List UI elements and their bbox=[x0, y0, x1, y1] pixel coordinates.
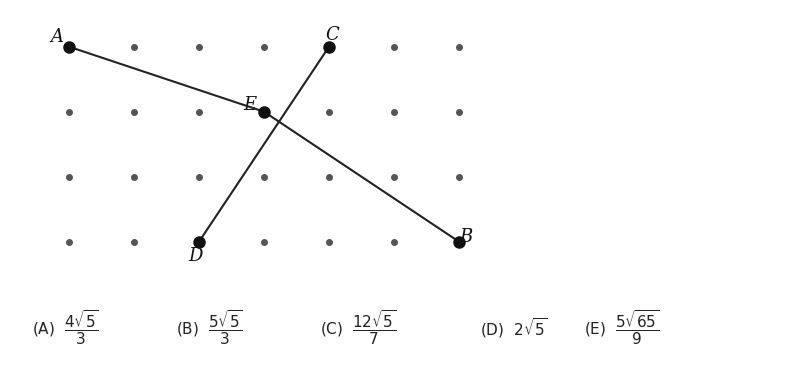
Text: E: E bbox=[243, 96, 256, 114]
Text: (C)  $\dfrac{12\sqrt{5}}{7}$: (C) $\dfrac{12\sqrt{5}}{7}$ bbox=[320, 308, 397, 347]
Text: (B)  $\dfrac{5\sqrt{5}}{3}$: (B) $\dfrac{5\sqrt{5}}{3}$ bbox=[176, 308, 242, 347]
Text: A: A bbox=[50, 28, 64, 46]
Text: D: D bbox=[189, 247, 203, 265]
Text: (D)  $2\sqrt{5}$: (D) $2\sqrt{5}$ bbox=[480, 316, 548, 339]
Text: B: B bbox=[459, 227, 472, 246]
Text: (A)  $\dfrac{4\sqrt{5}}{3}$: (A) $\dfrac{4\sqrt{5}}{3}$ bbox=[32, 308, 98, 347]
Text: C: C bbox=[326, 26, 339, 44]
Text: (E)  $\dfrac{5\sqrt{65}}{9}$: (E) $\dfrac{5\sqrt{65}}{9}$ bbox=[584, 308, 659, 347]
